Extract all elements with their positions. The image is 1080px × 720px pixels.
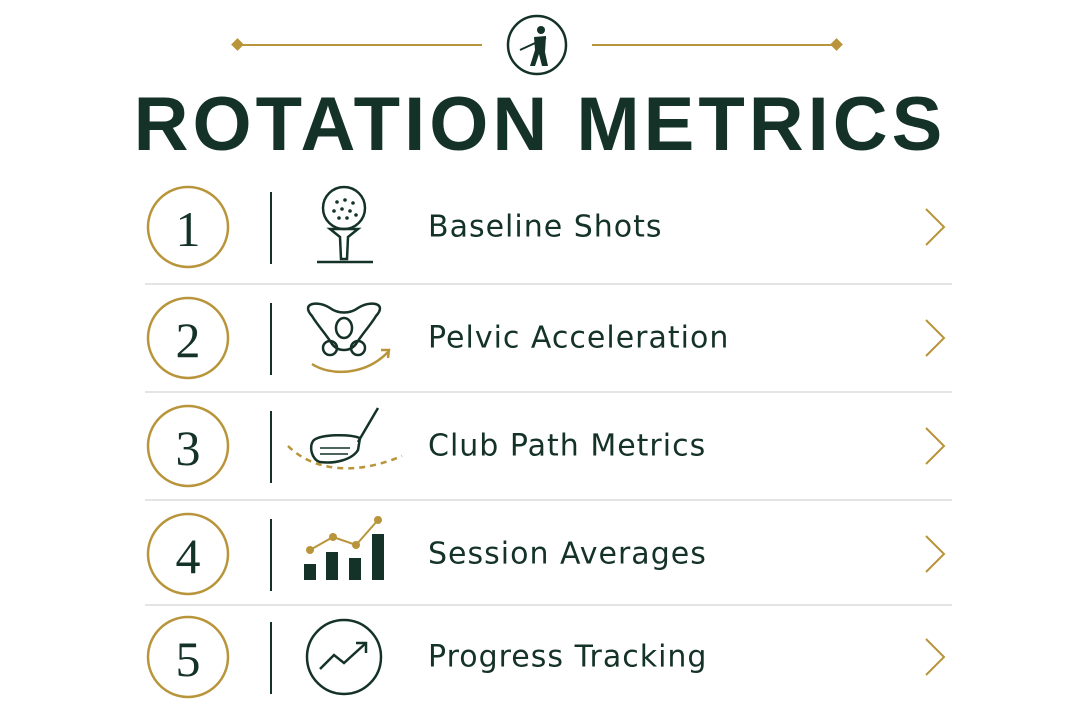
club-icon	[287, 407, 403, 470]
number-badge	[146, 615, 230, 699]
item-number: 4	[176, 528, 201, 584]
header-ornament	[231, 14, 843, 76]
pelvis-icon	[306, 302, 391, 374]
item-number: 3	[176, 420, 201, 476]
menu-row[interactable]: 1 Baseline Shots	[146, 185, 946, 269]
chevron	[925, 319, 946, 357]
chevron	[925, 208, 946, 246]
number-badge	[146, 185, 230, 269]
chevron	[925, 427, 946, 465]
item-number: 2	[176, 312, 201, 368]
page-title: ROTATION METRICS	[134, 82, 947, 167]
item-label: Session Averages	[428, 537, 707, 572]
menu-row[interactable]: 2 Pelvic Acceleration	[146, 296, 946, 380]
trend-icon	[305, 618, 383, 696]
item-label: Baseline Shots	[428, 210, 663, 245]
item-label: Club Path Metrics	[428, 429, 706, 464]
item-label: Pelvic Acceleration	[428, 321, 729, 356]
menu-row[interactable]: 3 Club Path Metrics	[146, 404, 946, 488]
number-badge	[146, 296, 230, 380]
chevron	[925, 535, 946, 573]
item-number: 1	[176, 201, 201, 257]
item-label: Progress Tracking	[428, 640, 707, 675]
bars-icon	[304, 516, 384, 580]
golf-ball-icon	[317, 185, 373, 264]
item-number: 5	[176, 631, 201, 687]
menu-row[interactable]: 5 Progress Tracking	[146, 615, 946, 699]
row-separators	[145, 283, 952, 606]
number-badge	[146, 512, 230, 596]
chevron	[925, 638, 946, 676]
menu-row[interactable]: 4 Session Averages	[146, 512, 946, 596]
number-badge	[146, 404, 230, 488]
